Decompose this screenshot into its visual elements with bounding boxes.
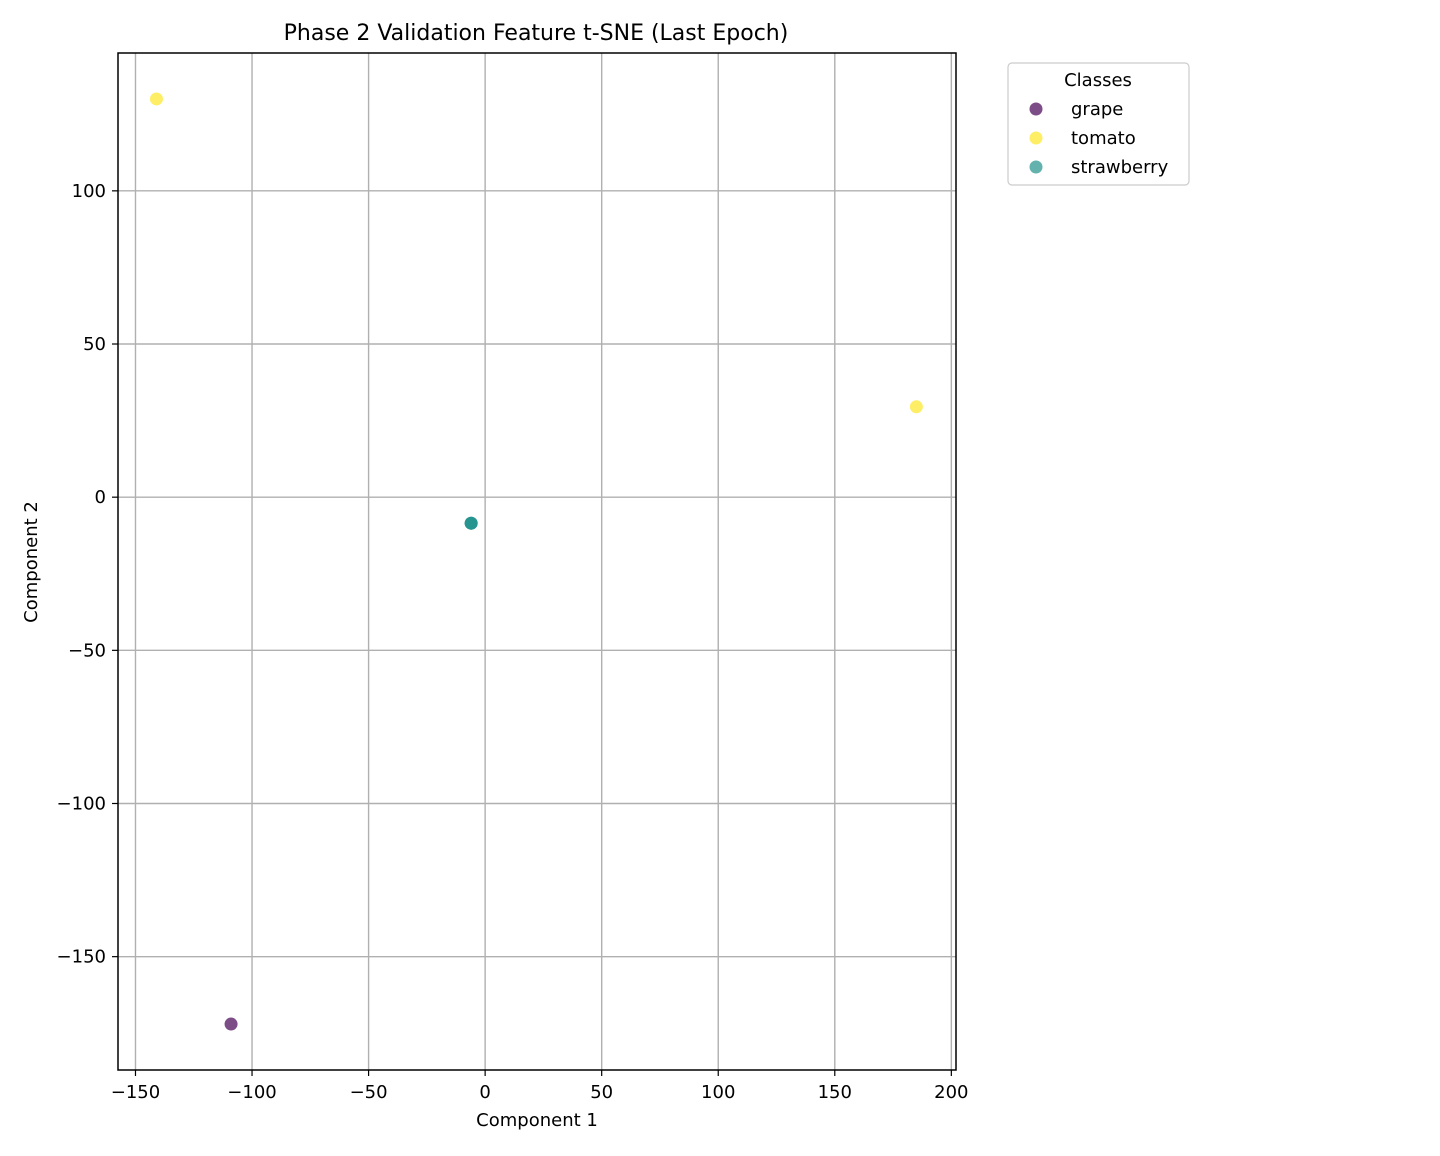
legend-label-grape: grape xyxy=(1071,99,1123,120)
plot-frame xyxy=(117,52,957,1071)
data-point-tomato xyxy=(149,92,163,106)
y-axis-label: Component 2 xyxy=(21,501,42,623)
chart-title: Phase 2 Validation Feature t-SNE (Last E… xyxy=(284,21,789,46)
y-tick-label: 50 xyxy=(83,334,106,355)
legend-label-tomato: tomato xyxy=(1071,128,1136,149)
legend-title: Classes xyxy=(1064,70,1132,91)
legend-marker-tomato xyxy=(1029,131,1043,145)
x-tick-label: −50 xyxy=(350,1082,388,1103)
legend-marker-grape xyxy=(1029,102,1043,116)
legend-box xyxy=(1007,62,1190,186)
grid xyxy=(118,53,956,1070)
legend-marker-strawberry xyxy=(1029,160,1043,174)
x-tick-label: 50 xyxy=(590,1082,613,1103)
x-tick-label: 200 xyxy=(934,1082,968,1103)
x-tick-label: −100 xyxy=(227,1082,276,1103)
y-tick-label: 0 xyxy=(95,487,106,508)
x-tick-label: 150 xyxy=(818,1082,852,1103)
y-tick-label: 100 xyxy=(72,181,106,202)
x-tick-label: 0 xyxy=(479,1082,490,1103)
x-tick-label: −150 xyxy=(111,1082,160,1103)
legend: Classes grape tomato strawberry xyxy=(1007,62,1190,186)
legend-label-strawberry: strawberry xyxy=(1071,157,1169,178)
y-tick-label: −150 xyxy=(57,947,106,968)
y-tick-label: −50 xyxy=(68,640,106,661)
data-point-strawberry xyxy=(464,516,478,530)
legend-entries: grape tomato strawberry xyxy=(1029,99,1169,178)
data-points xyxy=(149,92,923,1031)
data-point-tomato xyxy=(909,400,923,414)
y-tick-label: −100 xyxy=(57,793,106,814)
x-tick-label: 100 xyxy=(701,1082,735,1103)
data-point-grape xyxy=(224,1017,238,1031)
axis-ticks: −150 −100 −50 0 50 100 150 200 −150 −100 −50 0 50 100 xyxy=(57,181,969,1103)
x-axis-label: Component 1 xyxy=(476,1110,598,1131)
